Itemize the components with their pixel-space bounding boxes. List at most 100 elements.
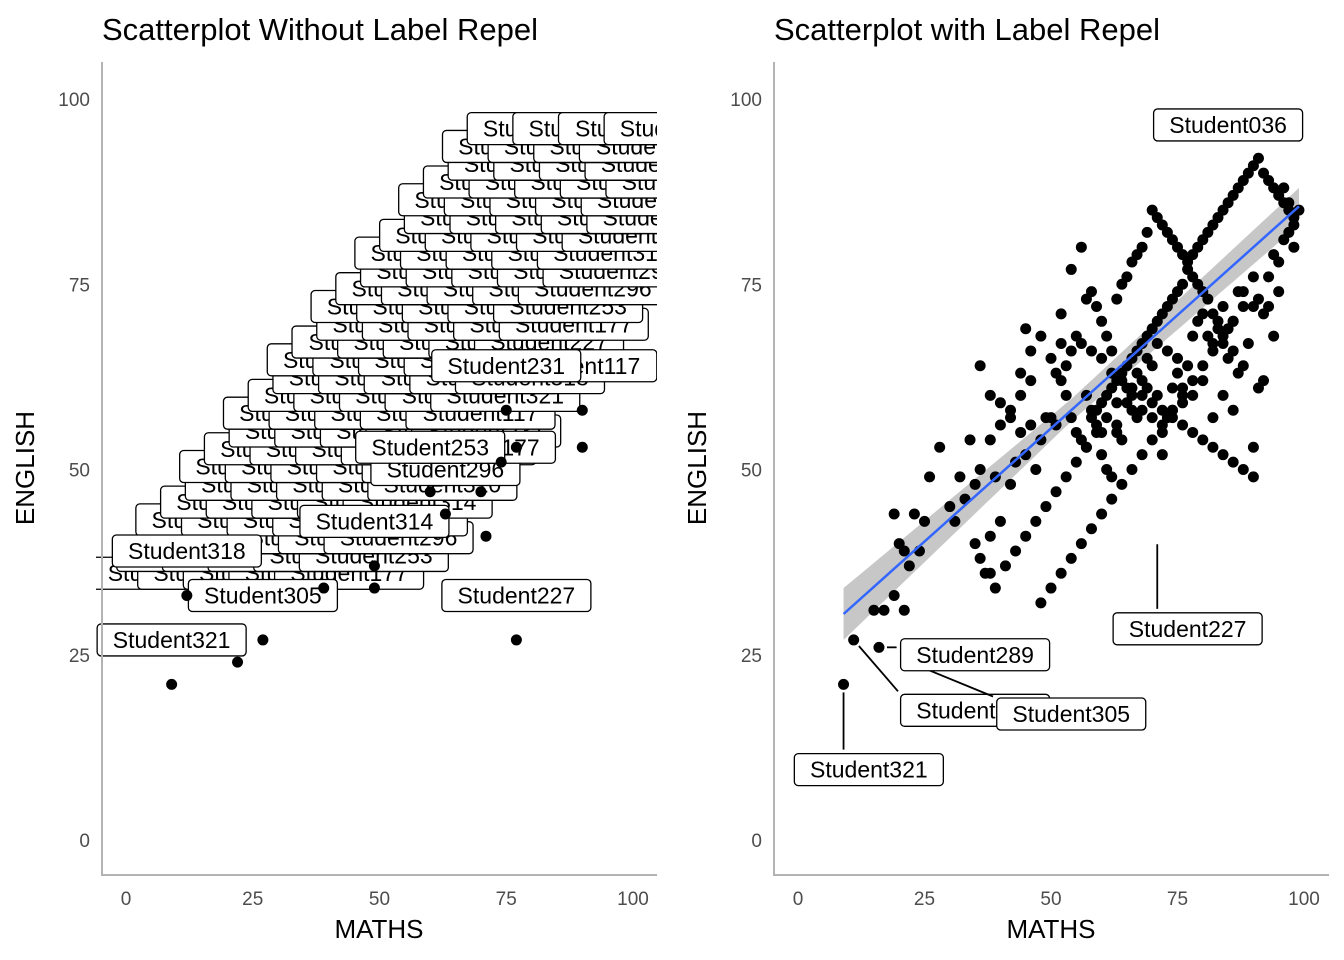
data-point <box>1055 567 1067 579</box>
data-point <box>888 589 900 601</box>
y-tick-label: 50 <box>69 461 90 482</box>
data-point <box>1136 241 1148 253</box>
point-label: Student305 <box>187 578 339 613</box>
data-point <box>1010 456 1022 468</box>
data-point <box>1207 441 1219 453</box>
data-point <box>576 441 588 453</box>
label-layer: Student321Student318Student305Student289… <box>793 108 1304 787</box>
x-tick-label: 75 <box>496 889 517 910</box>
y-tick-label: 100 <box>58 90 90 111</box>
svg-text:Student305: Student305 <box>204 582 322 608</box>
data-point <box>1247 441 1259 453</box>
svg-text:Student227: Student227 <box>458 582 576 608</box>
data-point <box>1091 300 1103 312</box>
data-point <box>1045 352 1057 364</box>
y-tick-label: 75 <box>741 275 762 296</box>
data-point <box>1101 412 1113 424</box>
data-point <box>1005 478 1017 490</box>
panel-without-repel: Scatterplot Without Label Repel Student3… <box>10 12 657 944</box>
data-point <box>1050 486 1062 498</box>
repelled-label: Student227 <box>1112 544 1263 646</box>
data-point <box>1156 449 1168 461</box>
data-point <box>1030 515 1042 527</box>
x-tick-label: 25 <box>914 889 935 910</box>
data-point <box>1177 419 1189 431</box>
x-tick-label: 25 <box>242 889 263 910</box>
data-point <box>1207 345 1219 357</box>
data-point <box>257 634 269 646</box>
y-tick-label: 75 <box>69 275 90 296</box>
data-point <box>873 641 885 653</box>
data-point <box>1085 345 1097 357</box>
data-point <box>999 560 1011 572</box>
data-point <box>994 397 1006 409</box>
data-point <box>1273 286 1285 298</box>
regression-line <box>842 205 1300 615</box>
tick-labels: 0 25 50 75 100 0 25 50 75 100 <box>730 90 1320 910</box>
x-axis-title: MATHS <box>1006 914 1095 944</box>
data-point <box>984 389 996 401</box>
data-point <box>1151 338 1163 350</box>
data-point <box>368 582 380 594</box>
data-point <box>1040 501 1052 513</box>
y-axis-title: ENGLISH <box>10 411 40 525</box>
data-point <box>969 478 981 490</box>
data-point <box>1252 293 1264 305</box>
data-point <box>318 582 330 594</box>
data-point <box>1035 597 1047 609</box>
data-point <box>1116 375 1128 387</box>
data-point <box>1015 389 1027 401</box>
panel-title: Scatterplot Without Label Repel <box>102 12 538 47</box>
data-point <box>878 604 890 616</box>
svg-text:Student318: Student318 <box>128 538 246 564</box>
repelled-label: Student321 <box>793 692 944 787</box>
data-point <box>1015 426 1027 438</box>
label-layer: Student321 Student318 Student305 Student227… <box>96 111 657 657</box>
tick-labels: 0 25 50 75 100 0 25 50 75 100 <box>58 90 649 910</box>
data-point <box>1187 375 1199 387</box>
data-point <box>1065 263 1077 275</box>
data-point <box>424 486 436 498</box>
data-point <box>1096 508 1108 520</box>
data-point <box>1141 226 1153 238</box>
data-point <box>1096 352 1108 364</box>
data-point <box>1111 419 1123 431</box>
repelled-label: Student289 <box>886 638 1051 672</box>
data-point <box>510 441 522 453</box>
data-point <box>1121 271 1133 283</box>
point-label: Student314 <box>299 504 450 539</box>
data-point <box>1035 330 1047 342</box>
svg-text:Student253: Student253 <box>371 434 489 460</box>
data-point <box>1075 538 1087 550</box>
data-point <box>1060 389 1072 401</box>
data-point <box>1247 471 1259 483</box>
data-point <box>1217 449 1229 461</box>
data-point <box>1005 412 1017 424</box>
data-point <box>181 589 193 601</box>
data-point <box>1161 345 1173 357</box>
data-point <box>1242 338 1254 350</box>
data-point <box>576 404 588 416</box>
y-tick-label: 0 <box>751 831 762 852</box>
data-point <box>1207 308 1219 320</box>
data-point <box>924 471 936 483</box>
data-point <box>1030 464 1042 475</box>
data-point <box>1182 360 1194 372</box>
x-axis-title: MATHS <box>334 914 423 944</box>
data-point <box>838 678 850 690</box>
data-point <box>1146 412 1158 424</box>
data-point <box>1227 456 1239 468</box>
data-point <box>480 530 492 542</box>
data-point <box>903 560 915 572</box>
y-tick-label: 25 <box>69 646 90 667</box>
data-point <box>1085 412 1097 424</box>
data-point <box>1217 389 1229 401</box>
data-point <box>1025 345 1037 357</box>
data-point <box>1111 293 1123 305</box>
data-point <box>1045 582 1057 594</box>
svg-text:Student231: Student231 <box>447 353 565 379</box>
data-point <box>1146 434 1158 446</box>
data-point <box>1166 382 1178 394</box>
data-point <box>969 538 981 550</box>
